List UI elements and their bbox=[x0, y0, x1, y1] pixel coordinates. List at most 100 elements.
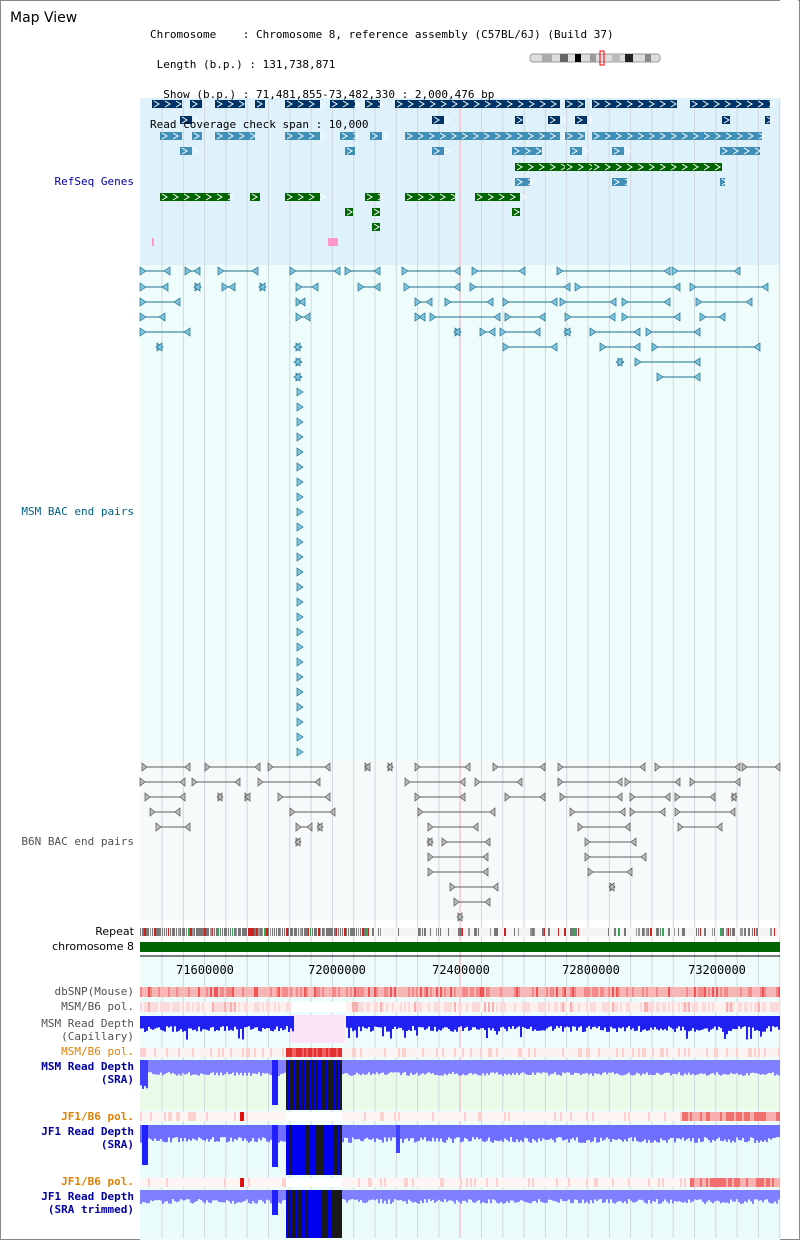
repeat-element bbox=[354, 928, 355, 936]
track-label-msm-depth-sra[interactable]: MSM Read Depth bbox=[41, 1060, 134, 1073]
heat-cell bbox=[184, 987, 186, 997]
heat-cell bbox=[568, 1112, 570, 1121]
bac-end-marker bbox=[234, 777, 241, 787]
depth-bar bbox=[434, 1016, 436, 1027]
depth-bar bbox=[386, 1016, 388, 1032]
strand-arrow bbox=[352, 132, 359, 140]
track-label-msm-b6-pol-1[interactable]: MSM/B6 pol. bbox=[61, 1000, 134, 1013]
heat-cell bbox=[504, 1178, 506, 1187]
depth-bar bbox=[620, 1125, 622, 1140]
heat-cell bbox=[338, 1048, 340, 1057]
refseq-genes-track[interactable] bbox=[152, 100, 775, 246]
track-label-jf1-depth-sra[interactable]: JF1 Read Depth bbox=[41, 1125, 134, 1138]
b6n-bac-end-pairs-track[interactable] bbox=[139, 762, 781, 922]
depth-bar bbox=[176, 1190, 178, 1203]
heat-cell bbox=[760, 1048, 762, 1057]
heat-cell bbox=[480, 1112, 482, 1121]
heat-cell bbox=[380, 1002, 382, 1012]
repeat-element bbox=[642, 928, 644, 936]
heat-cell bbox=[686, 1048, 688, 1057]
depth-bar bbox=[224, 1060, 226, 1075]
repeat-element bbox=[258, 928, 260, 936]
depth-bar bbox=[568, 1190, 570, 1200]
heat-cell bbox=[636, 1002, 638, 1012]
heat-cell bbox=[146, 1112, 148, 1121]
heat-cell bbox=[704, 1002, 706, 1012]
depth-bar bbox=[208, 1190, 210, 1203]
depth-bar bbox=[310, 1190, 312, 1238]
track-label-msm-depth-capillary[interactable]: MSM Read Depth bbox=[41, 1017, 134, 1030]
depth-bar bbox=[226, 1016, 228, 1027]
heat-cell bbox=[208, 1048, 210, 1057]
heat-cell bbox=[392, 1048, 394, 1057]
heat-cell bbox=[732, 1002, 734, 1012]
depth-bar bbox=[694, 1125, 696, 1143]
heat-cell bbox=[750, 1112, 752, 1121]
depth-bar bbox=[730, 1016, 732, 1032]
depth-bar bbox=[778, 1125, 780, 1138]
track-label-repeat[interactable]: Repeat bbox=[95, 925, 134, 938]
heat-cell bbox=[470, 987, 472, 997]
heat-cell bbox=[282, 1002, 284, 1012]
depth-bar bbox=[428, 1190, 430, 1200]
strand-arrow bbox=[444, 147, 451, 155]
heat-cell bbox=[142, 1002, 144, 1012]
depth-bar bbox=[698, 1190, 700, 1200]
heat-cell bbox=[238, 987, 240, 997]
depth-bar bbox=[294, 1190, 296, 1238]
repeat-element bbox=[288, 928, 289, 936]
track-label-msm-bac[interactable]: MSM BAC end pairs bbox=[21, 505, 134, 518]
heat-cell bbox=[500, 1002, 502, 1012]
repeat-track[interactable] bbox=[140, 928, 780, 936]
track-label-b6n-bac[interactable]: B6N BAC end pairs bbox=[21, 835, 134, 848]
track-label-jf1-b6-pol-2[interactable]: JF1/B6 pol. bbox=[61, 1175, 134, 1188]
heat-cell bbox=[440, 1112, 442, 1121]
msm-bac-end-pairs-track[interactable] bbox=[139, 266, 769, 757]
chromosome-ideogram[interactable] bbox=[529, 50, 661, 66]
heat-cell bbox=[498, 1112, 500, 1121]
heat-cell bbox=[538, 987, 540, 997]
heat-cell bbox=[382, 1112, 384, 1121]
track-label-jf1-depth-trimmed[interactable]: JF1 Read Depth bbox=[41, 1190, 134, 1203]
depth-bar bbox=[550, 1190, 552, 1200]
heat-cell bbox=[264, 987, 266, 997]
variation-depth-tracks[interactable] bbox=[140, 987, 780, 1238]
depth-bar bbox=[760, 1190, 762, 1201]
heat-cell bbox=[472, 1002, 474, 1012]
repeat-element bbox=[276, 928, 277, 936]
depth-bar bbox=[620, 1016, 622, 1029]
track-label-dbsnp[interactable]: dbSNP(Mouse) bbox=[54, 985, 134, 998]
depth-bar bbox=[774, 1016, 776, 1028]
heat-cell bbox=[740, 987, 742, 997]
heat-cell bbox=[678, 1112, 680, 1121]
track-label-refseq[interactable]: RefSeq Genes bbox=[54, 175, 134, 188]
refseq-gene bbox=[345, 208, 353, 216]
depth-bar bbox=[604, 1190, 606, 1203]
heat-cell bbox=[602, 1112, 604, 1121]
depth-bar bbox=[500, 1016, 502, 1028]
depth-bar bbox=[334, 1125, 336, 1175]
depth-bar bbox=[382, 1125, 384, 1143]
heat-cell bbox=[748, 987, 750, 997]
depth-bar bbox=[422, 1016, 424, 1028]
depth-bar bbox=[428, 1125, 430, 1141]
heat-cell bbox=[232, 1048, 234, 1057]
heat-cell bbox=[354, 1112, 356, 1121]
depth-bar bbox=[236, 1060, 238, 1073]
depth-bar bbox=[656, 1060, 658, 1073]
refseq-gene bbox=[180, 116, 192, 124]
track-label-msm-b6-pol-2[interactable]: MSM/B6 pol. bbox=[61, 1045, 134, 1058]
strand-arrow bbox=[417, 132, 424, 140]
heat-cell bbox=[580, 1178, 582, 1187]
heat-cell bbox=[336, 1048, 338, 1057]
strand-arrow bbox=[721, 178, 728, 186]
depth-bar bbox=[652, 1190, 654, 1202]
heat-cell bbox=[472, 1112, 474, 1121]
heat-cell bbox=[224, 1048, 226, 1057]
repeat-element bbox=[380, 928, 381, 936]
track-label-jf1-b6-pol-1[interactable]: JF1/B6 pol. bbox=[61, 1110, 134, 1123]
depth-bar bbox=[624, 1125, 626, 1140]
bac-end-marker bbox=[296, 747, 304, 757]
heat-cell bbox=[458, 1112, 460, 1121]
